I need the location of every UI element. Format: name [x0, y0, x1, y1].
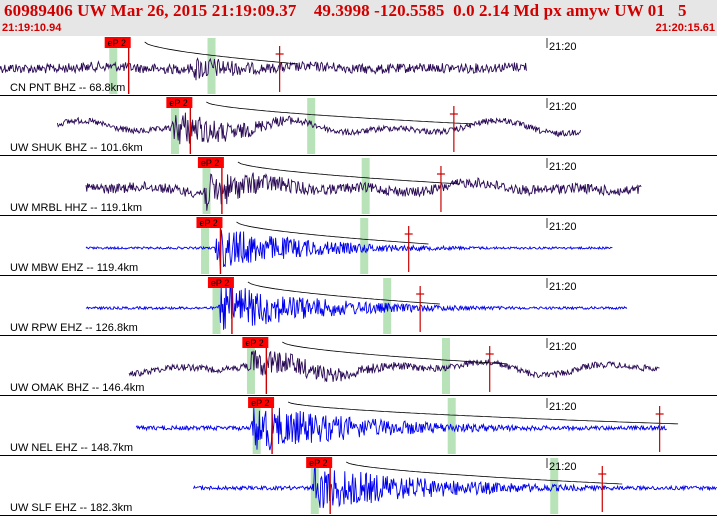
p-pick-label: eP 2 [251, 398, 269, 408]
minute-label: 21:20 [549, 401, 577, 413]
coda-decay-curve [247, 281, 440, 305]
station-label: UW NEL EHZ -- 148.7km [10, 442, 133, 454]
coda-decay-curve [237, 161, 460, 185]
coda-window-band [447, 398, 456, 454]
p-pick-label: eP 2 [245, 338, 263, 348]
p-window-band [109, 38, 118, 94]
p-pick-box [248, 397, 275, 408]
start-time: 21:19:10.94 [2, 22, 62, 34]
p-pick-label: eP 2 [169, 98, 187, 108]
p-pick-label: eP 2 [201, 158, 219, 168]
p-window-band [212, 278, 221, 334]
waveform-trace [85, 229, 613, 270]
header-bar: 60989406 UW Mar 26, 2015 21:19:09.37 49.… [0, 0, 717, 36]
p-window-band [201, 218, 210, 274]
p-window-band [202, 158, 211, 214]
seismogram-plot: eP 2 21:20 CN PNT BHZ -- 68.8km eP 2 21:20 UW… [0, 37, 717, 516]
waveform-trace [0, 57, 527, 81]
waveform-trace [56, 112, 582, 145]
waveform-trace [193, 465, 717, 509]
p-pick-box [207, 277, 234, 288]
minute-label: 21:20 [549, 461, 577, 473]
p-pick-box [104, 37, 131, 48]
p-pick-box [306, 457, 333, 468]
coda-decay-curve [236, 221, 429, 245]
station-label: UW SLF EHZ -- 182.3km [10, 502, 132, 514]
p-pick-box [242, 337, 269, 348]
p-pick-box [197, 157, 224, 168]
coda-decay-curve [346, 461, 623, 485]
station-label: UW OMAK BHZ -- 146.4km [10, 382, 144, 394]
waveform-trace [128, 350, 660, 383]
p-pick-label: eP 2 [211, 278, 229, 288]
coda-decay-curve [287, 401, 679, 425]
coda-window-band [441, 338, 450, 394]
p-pick-label: eP 2 [108, 38, 126, 48]
station-label: UW SHUK BHZ -- 101.6km [10, 142, 143, 154]
end-time: 21:20:15.61 [655, 22, 715, 34]
minute-label: 21:20 [549, 341, 577, 353]
coda-decay-curve [282, 341, 508, 365]
p-window-band [310, 458, 319, 514]
p-pick-label: eP 2 [199, 218, 217, 228]
coda-window-band [207, 38, 216, 94]
coda-window-band [307, 98, 316, 154]
waveform-trace [85, 172, 642, 211]
waveform-trace [85, 284, 628, 330]
minute-label: 21:20 [549, 101, 577, 113]
minute-label: 21:20 [549, 41, 577, 53]
p-pick-box [196, 217, 223, 228]
minute-label: 21:20 [549, 161, 577, 173]
station-label: UW MRBL HHZ -- 119.1km [10, 202, 142, 214]
minute-label: 21:20 [549, 221, 577, 233]
waveform-trace [135, 407, 667, 451]
station-label: UW RPW EHZ -- 126.8km [10, 322, 138, 334]
station-label: CN PNT BHZ -- 68.8km [10, 82, 125, 94]
coda-decay-curve [206, 101, 474, 125]
event-title: 60989406 UW Mar 26, 2015 21:19:09.37 49.… [4, 1, 687, 20]
coda-decay-curve [144, 41, 298, 65]
minute-label: 21:20 [549, 281, 577, 293]
station-label: UW MBW EHZ -- 119.4km [10, 262, 138, 274]
p-pick-box [166, 97, 193, 108]
p-pick-label: eP 2 [309, 458, 327, 468]
